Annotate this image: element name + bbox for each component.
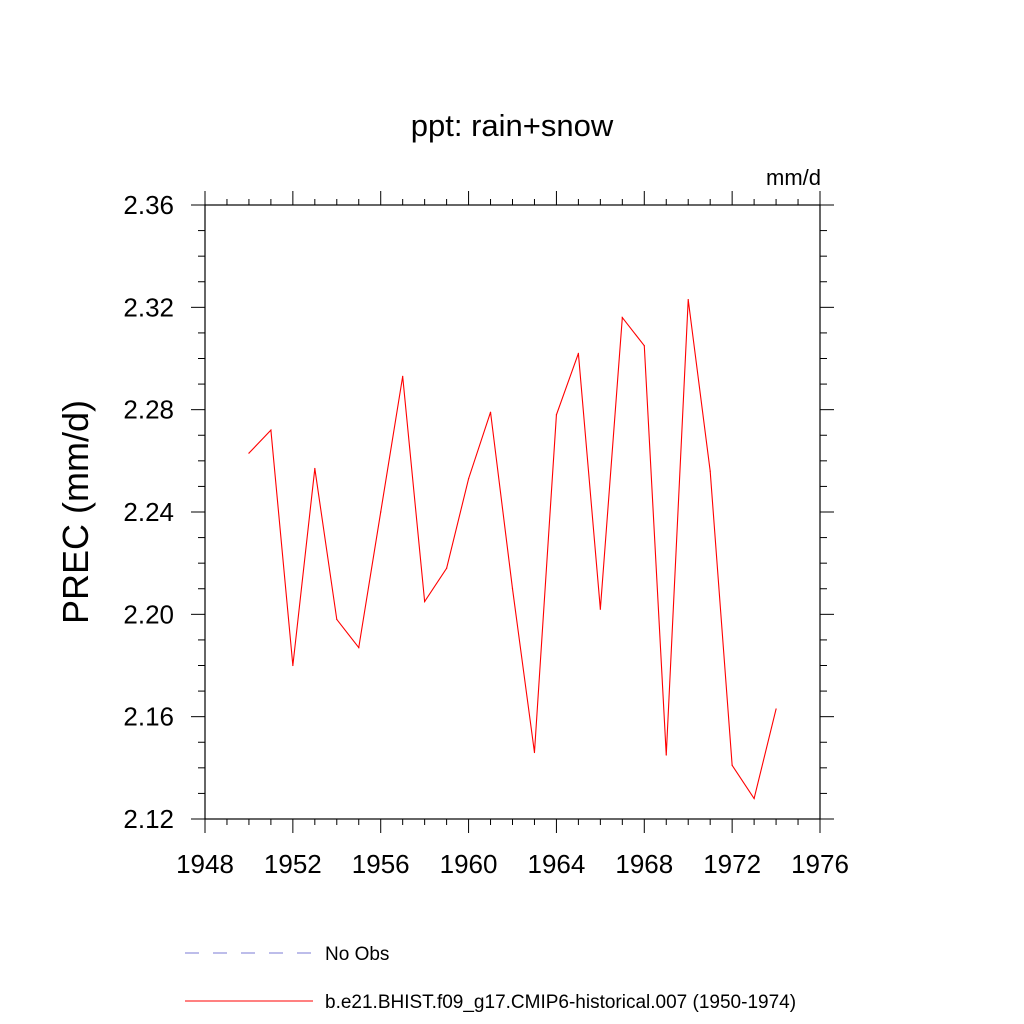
x-tick-label: 1976	[791, 849, 849, 879]
data-point	[775, 708, 777, 710]
y-tick-label: 2.32	[123, 292, 174, 322]
legend: No Obs b.e21.BHIST.f09_g17.CMIP6-histori…	[185, 944, 796, 1013]
data-point	[402, 375, 404, 378]
x-tick-label: 1956	[352, 849, 410, 879]
data-point	[489, 411, 492, 413]
data-point	[270, 429, 272, 431]
data-point	[467, 478, 470, 480]
data-point	[731, 764, 733, 766]
axis-tick-labels: 1948 1952 1956 1960 1964 1968 1972 1976 2.12 2.16…	[123, 190, 849, 879]
data-point	[248, 452, 250, 454]
data-point	[424, 600, 426, 603]
chart-title: ppt: rain+snow	[411, 108, 614, 143]
y-tick-label: 2.16	[123, 702, 174, 732]
series-layer	[248, 299, 777, 800]
data-point	[709, 470, 711, 472]
data-point	[577, 352, 579, 354]
data-point	[533, 751, 536, 754]
y-tick-label: 2.28	[123, 395, 174, 425]
plot-frame	[204, 204, 821, 820]
x-tick-label: 1960	[440, 849, 498, 879]
data-point	[687, 299, 689, 301]
data-point	[643, 345, 645, 347]
y-tick-label: 2.24	[123, 497, 174, 527]
data-point	[380, 511, 382, 513]
data-point	[314, 467, 316, 470]
x-tick-label: 1968	[615, 849, 673, 879]
data-point	[555, 414, 558, 416]
data-point	[336, 618, 338, 621]
y-tick-label: 2.20	[123, 599, 174, 629]
data-point	[753, 797, 755, 800]
units-label: mm/d	[766, 165, 821, 190]
data-point	[599, 608, 601, 610]
legend-label-model: b.e21.BHIST.f09_g17.CMIP6-historical.007…	[325, 992, 796, 1013]
data-point	[665, 754, 667, 756]
data-point	[621, 316, 623, 319]
x-tick-label: 1972	[703, 849, 761, 879]
y-tick-label: 2.36	[123, 190, 174, 220]
series-line-0	[248, 299, 777, 800]
y-axis-label: PREC (mm/d)	[55, 400, 96, 624]
data-point	[446, 567, 448, 569]
data-point	[511, 588, 514, 590]
x-tick-label: 1948	[176, 849, 234, 879]
y-tick-label: 2.12	[123, 804, 174, 834]
x-tick-label: 1964	[528, 849, 586, 879]
data-point	[358, 646, 360, 649]
x-tick-label: 1952	[264, 849, 322, 879]
data-point	[292, 664, 294, 667]
axis-ticks	[191, 191, 834, 833]
legend-label-no-obs: No Obs	[325, 944, 389, 965]
